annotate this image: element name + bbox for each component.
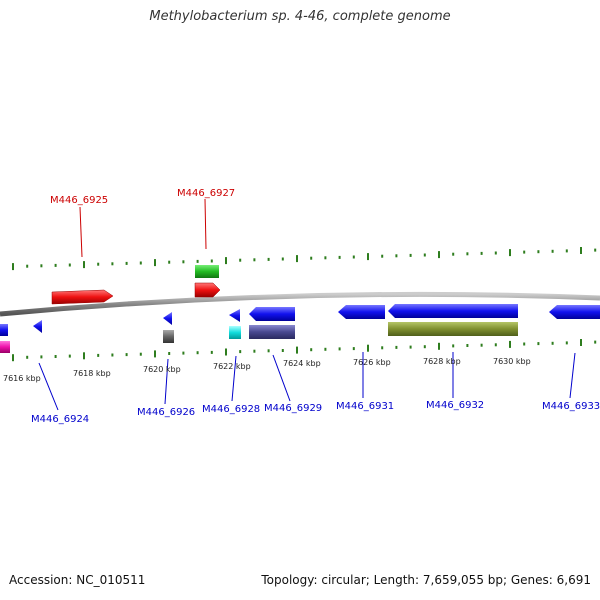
gene-label-m446-6926[interactable]: M446_6926 bbox=[137, 407, 195, 418]
gene-small-reverse-arrow-1 bbox=[33, 320, 42, 333]
gene-label-m446-6933[interactable]: M446_6933 bbox=[542, 401, 600, 412]
gene-label-m446-6928[interactable]: M446_6928 bbox=[202, 404, 260, 415]
scale-label: 7626 kbp bbox=[353, 358, 391, 367]
gene-label-m446-6931[interactable]: M446_6931 bbox=[336, 401, 394, 412]
gene-label-m446-6924[interactable]: M446_6924 bbox=[31, 414, 89, 425]
gene-m446-6926-reverse-arrow bbox=[163, 312, 172, 325]
rna-feature-green bbox=[195, 265, 219, 278]
leader-m446-6933 bbox=[569, 352, 576, 399]
lower-scale-ticks bbox=[12, 339, 597, 362]
gene-olive-feature bbox=[388, 322, 518, 336]
gene-m446-6925-forward-arrow bbox=[51, 289, 114, 305]
upper-scale-ticks bbox=[12, 247, 597, 271]
accession-label: Accession: NC_010511 bbox=[9, 573, 146, 587]
leader-m446-6925 bbox=[79, 206, 83, 258]
gene-label-m446-6932[interactable]: M446_6932 bbox=[426, 400, 484, 411]
scale-label: 7618 kbp bbox=[73, 369, 111, 378]
gene-m446-6928-reverse-arrow bbox=[229, 309, 240, 322]
gene-label-m446-6925[interactable]: M446_6925 bbox=[50, 195, 108, 206]
gene-m446-6924-partial-arrow bbox=[0, 324, 8, 336]
leader-m446-6927 bbox=[204, 198, 207, 250]
gene-cyan-feature bbox=[229, 326, 241, 339]
gene-m446-6929-reverse-arrow bbox=[249, 307, 295, 321]
leader-m446-6928 bbox=[231, 355, 237, 402]
gene-m446-6931-reverse-arrow bbox=[338, 305, 385, 319]
leader-m446-6926 bbox=[164, 358, 169, 405]
genome-title: Methylobacterium sp. 4-46, complete geno… bbox=[149, 9, 451, 24]
gene-pink-partial bbox=[0, 341, 10, 353]
gene-m446-6927-forward-arrow bbox=[194, 282, 221, 298]
scale-label: 7630 kbp bbox=[493, 357, 531, 366]
scale-label: 7624 kbp bbox=[283, 359, 321, 368]
gene-m446-6933-reverse-arrow bbox=[549, 305, 600, 319]
leader-m446-6924 bbox=[38, 362, 59, 411]
gene-gray-feature bbox=[163, 330, 174, 343]
genome-backbone bbox=[0, 291, 600, 317]
gene-slate-feature bbox=[249, 325, 295, 339]
scale-label: 7622 kbp bbox=[213, 362, 251, 371]
gene-label-m446-6927[interactable]: M446_6927 bbox=[177, 188, 235, 199]
leader-m446-6929 bbox=[272, 354, 291, 402]
gene-m446-6932-reverse-arrow bbox=[388, 304, 518, 318]
gene-label-m446-6929[interactable]: M446_6929 bbox=[264, 403, 322, 414]
scale-label: 7628 kbp bbox=[423, 357, 461, 366]
topology-summary: Topology: circular; Length: 7,659,055 bp… bbox=[261, 573, 591, 587]
scale-label: 7616 kbp bbox=[3, 374, 41, 383]
scale-label: 7620 kbp bbox=[143, 365, 181, 374]
